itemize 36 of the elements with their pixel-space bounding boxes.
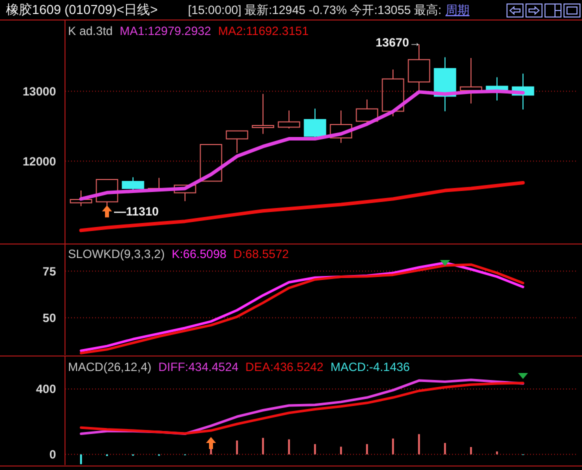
bar [262,438,264,454]
text: MA2:11692.3151 [218,24,309,38]
annotation: 13670→ [376,35,421,50]
bar [470,447,472,454]
bar [340,446,342,454]
candlestick [252,93,274,134]
bar [314,444,316,454]
y-tick-label: 50 [42,310,56,325]
text: 周期 [445,3,470,17]
bar [418,434,420,454]
text: D:68.5572 [233,247,290,261]
bar [288,439,290,454]
chart-title: 橡胶1609 (010709)<日线> [6,2,158,17]
y-tick-label: 75 [42,264,56,278]
line-series [79,180,525,232]
annotation: K ad.3td [68,24,113,38]
bar [444,442,446,454]
bar [392,438,394,454]
text: MA1:12979.2932 [120,24,212,38]
text: DIFF:434.4524 [158,360,239,374]
chart-subtitle: [15:00:00] 最新:12945 -0.73% 今开:13055 最高: [188,3,442,17]
chart-title: MACD(26,12,4) [68,360,152,374]
text: DEA:436.5242 [245,360,324,374]
bar [80,454,82,464]
y-tick-label: 400 [36,382,56,396]
y-tick-label: 13000 [22,84,56,98]
bar [236,440,238,454]
text: MACD:-4.1436 [330,360,410,374]
text: K:66.5098 [172,247,227,261]
annotation: —11310 [114,204,160,219]
y-tick-label: 0 [49,448,56,462]
candlestick [330,110,352,144]
y-tick-label: 12000 [22,154,56,168]
bar [366,444,368,454]
chart-title: SLOWKD(9,3,3,2) [68,247,165,261]
bar [496,451,498,454]
